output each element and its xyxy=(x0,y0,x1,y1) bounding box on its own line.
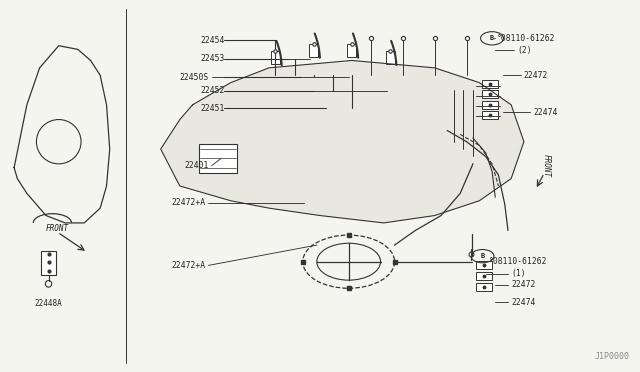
FancyBboxPatch shape xyxy=(476,272,492,280)
FancyBboxPatch shape xyxy=(483,90,499,99)
Text: 22450S: 22450S xyxy=(179,73,209,81)
Text: 22452: 22452 xyxy=(200,86,225,95)
Text: B: B xyxy=(490,35,494,41)
FancyBboxPatch shape xyxy=(199,144,237,173)
Text: 22451: 22451 xyxy=(200,104,225,113)
FancyBboxPatch shape xyxy=(476,283,492,291)
Text: B: B xyxy=(481,253,484,259)
Text: 22401: 22401 xyxy=(184,161,209,170)
FancyBboxPatch shape xyxy=(483,80,499,88)
Text: °08110-61262: °08110-61262 xyxy=(497,34,556,43)
FancyBboxPatch shape xyxy=(483,111,499,119)
Text: 22454: 22454 xyxy=(200,36,225,45)
Text: 22472: 22472 xyxy=(511,280,536,289)
Text: 22448A: 22448A xyxy=(35,299,63,308)
FancyBboxPatch shape xyxy=(271,51,280,64)
Text: J1P0000: J1P0000 xyxy=(594,352,629,361)
Text: 22474: 22474 xyxy=(534,108,558,117)
Text: 22474: 22474 xyxy=(511,298,536,307)
Polygon shape xyxy=(161,61,524,223)
FancyBboxPatch shape xyxy=(309,44,318,57)
Text: 22472: 22472 xyxy=(524,71,548,80)
Text: 22453: 22453 xyxy=(200,54,225,63)
Text: 22472+A: 22472+A xyxy=(171,198,205,207)
FancyBboxPatch shape xyxy=(386,51,394,64)
FancyBboxPatch shape xyxy=(41,251,56,275)
Text: FRONT: FRONT xyxy=(541,154,550,177)
FancyBboxPatch shape xyxy=(476,261,492,269)
FancyBboxPatch shape xyxy=(483,101,499,109)
Text: (1): (1) xyxy=(511,269,526,278)
Text: FRONT: FRONT xyxy=(46,224,69,233)
Text: 22472+A: 22472+A xyxy=(171,261,205,270)
Text: (2): (2) xyxy=(518,46,532,55)
Text: °08110-61262: °08110-61262 xyxy=(489,257,547,266)
FancyBboxPatch shape xyxy=(348,44,356,57)
